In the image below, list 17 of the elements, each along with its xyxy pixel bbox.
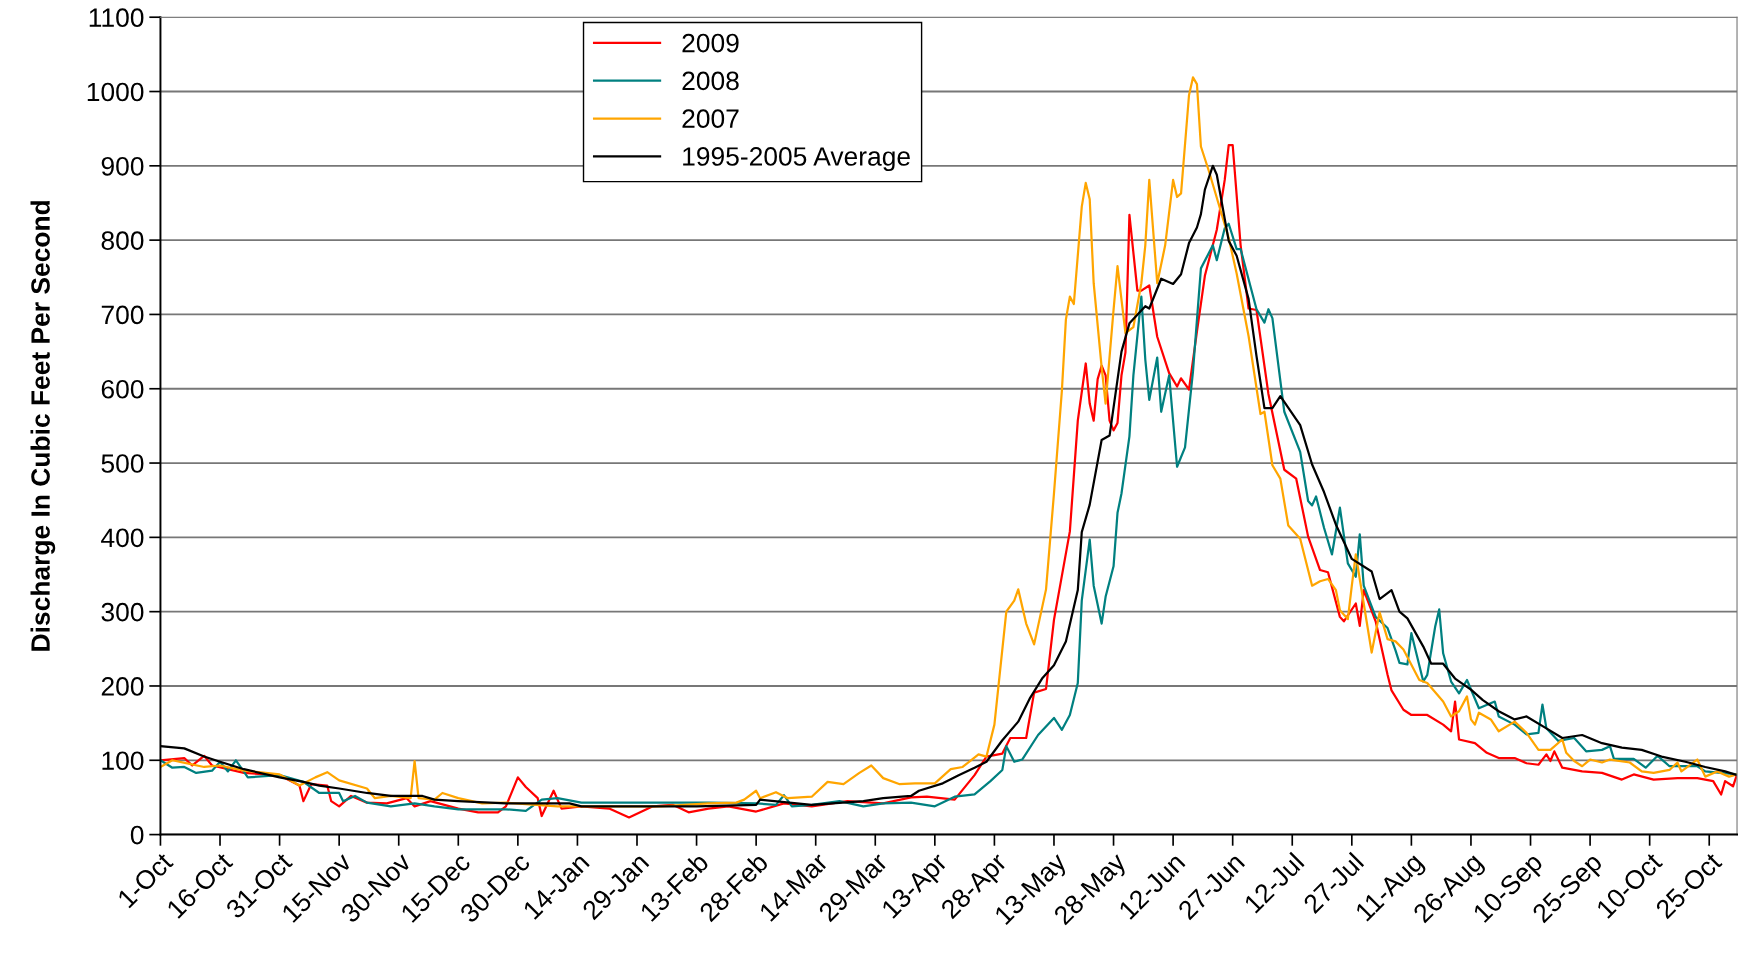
y-tick-label: 1000 — [87, 82, 144, 102]
y-axis-title: Discharge In Cubic Feet Per Second — [30, 201, 56, 651]
legend-label: 2009 — [682, 33, 739, 53]
y-tick-label: 100 — [102, 751, 144, 771]
y-tick-label: 700 — [101, 305, 144, 325]
y-tick-label: 200 — [101, 677, 144, 696]
y-tick-label: 0 — [130, 825, 144, 845]
legend-label: 2008 — [682, 71, 739, 91]
y-tick-label: 400 — [101, 528, 144, 548]
y-tick-label: 1100 — [89, 8, 144, 28]
y-tick-label: 800 — [101, 231, 144, 250]
legend-label: 2007 — [682, 109, 739, 129]
legend-label: 1995-2005 Average — [683, 147, 910, 172]
y-tick-label: 300 — [101, 602, 144, 622]
y-tick-label: 500 — [101, 454, 144, 473]
y-tick-label: 900 — [101, 156, 144, 176]
y-tick-label: 600 — [101, 379, 144, 399]
